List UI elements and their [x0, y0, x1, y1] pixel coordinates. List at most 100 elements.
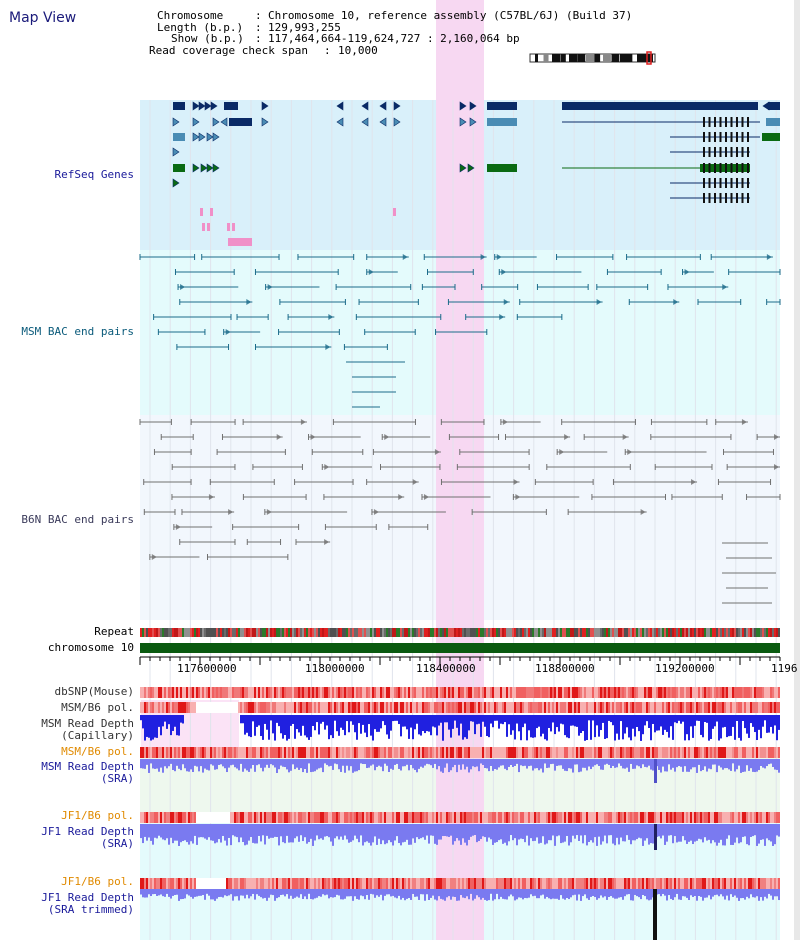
msm-capillary-depth-bar — [406, 715, 408, 730]
msm-pol-cell — [298, 702, 300, 713]
msm-pol-cell — [234, 702, 236, 713]
gene-exon — [229, 118, 252, 126]
jf1-pol-cell — [300, 812, 302, 823]
jf1-trimmed-depth-bar — [686, 889, 688, 898]
msm-pol2-cell — [350, 747, 352, 758]
track-label-b6n-bac[interactable]: B6N BAC end pairs — [21, 513, 134, 526]
msm-sra-depth-bar — [684, 759, 686, 767]
msm-capillary-depth-bar — [680, 715, 682, 724]
jf1-pol-cell — [304, 812, 306, 823]
dbsnp-cell — [536, 687, 538, 698]
msm-capillary-depth-bar — [770, 715, 772, 727]
dbsnp-cell — [292, 687, 294, 698]
repeat-element — [414, 628, 416, 637]
jf1-trimmed-depth-bar — [634, 889, 636, 895]
dbsnp-cell — [278, 687, 280, 698]
repeat-element — [356, 628, 358, 637]
repeat-element — [502, 628, 504, 637]
dbsnp-cell — [702, 687, 704, 698]
repeat-element — [370, 628, 372, 637]
msm-pol2-cell — [762, 747, 764, 758]
msm-capillary-depth-bar — [256, 715, 258, 727]
repeat-element — [204, 628, 206, 637]
jf1-pol2-cell — [460, 878, 462, 889]
jf1-pol-cell — [584, 812, 586, 823]
jf1-trimmed-depth-bar — [306, 889, 308, 900]
jf1-sra-depth-bar — [628, 824, 630, 840]
jf1-pol-cell — [708, 812, 710, 823]
jf1-pol2-cell — [482, 878, 484, 889]
msm-pol2-cell — [202, 747, 204, 758]
jf1-trimmed-depth-bar — [580, 889, 582, 901]
msm-pol2-cell — [758, 747, 760, 758]
jf1-trimmed-depth-bar — [402, 889, 404, 898]
msm-sra-depth-bar — [174, 759, 176, 772]
jf1-pol2-cell — [218, 878, 220, 889]
jf1-pol2-cell — [628, 878, 630, 889]
jf1-pol2-cell — [658, 878, 660, 889]
jf1-pol2-cell — [408, 878, 410, 889]
jf1-depth-line2: (SRA) — [100, 837, 134, 850]
repeat-element — [214, 628, 216, 637]
msm-pol-cell — [440, 702, 442, 713]
repeat-element — [558, 628, 560, 637]
jf1-sra-depth-bar — [246, 824, 248, 845]
msm-capillary-depth-bar — [604, 715, 606, 739]
jf1-trimmed-depth-bar — [290, 889, 292, 896]
jf1-pol2-cell — [732, 878, 734, 889]
jf1-pol2-cell — [742, 878, 744, 889]
jf1-trimmed-depth-bar — [206, 889, 208, 894]
jf1-pol-cell — [348, 812, 350, 823]
jf1-pol-cell — [372, 812, 374, 823]
repeat-element — [664, 628, 666, 637]
msm-pol2-cell — [704, 747, 706, 758]
msm-pol2-cell — [596, 747, 598, 758]
msm-pol-cell — [708, 702, 710, 713]
jf1-trimmed-depth-bar — [308, 889, 310, 894]
msm-pol2-cell — [266, 747, 268, 758]
gene-arrow — [361, 101, 369, 111]
msm-sra-depth-bar — [226, 759, 228, 773]
msm-pol-cell — [680, 702, 682, 713]
msm-pol2-cell — [340, 747, 342, 758]
repeat-element — [424, 628, 426, 637]
jf1-trimmed-depth-bar — [476, 889, 478, 896]
jf1-sra-depth-bar — [356, 824, 358, 839]
dbsnp-cell — [140, 687, 142, 698]
msm-pol2-cell — [616, 747, 618, 758]
gene-arrow — [204, 101, 212, 111]
jf1-sra-depth-bar — [270, 824, 272, 838]
msm-sra-depth-bar — [258, 759, 260, 765]
jf1-pol-cell — [654, 812, 656, 823]
msm-pol-cell — [722, 702, 724, 713]
jf1-pol-cell — [260, 812, 262, 823]
track-label-refseq[interactable]: RefSeq Genes — [54, 168, 134, 181]
msm-pol-cell — [196, 702, 198, 713]
gene-exon-tick — [719, 193, 722, 203]
jf1-pol-cell — [664, 812, 666, 823]
msm-pol2-cell — [474, 747, 476, 758]
msm-pol-cell — [466, 702, 468, 713]
dbsnp-cell — [488, 687, 490, 698]
msm-pol-cell — [284, 702, 286, 713]
msm-pol-cell — [460, 702, 462, 713]
scrollbar-track — [794, 0, 800, 940]
jf1-trimmed-depth-bar — [736, 889, 738, 898]
msm-capillary-depth-bar — [172, 715, 174, 731]
msm-pol-cell — [454, 702, 456, 713]
jf1-sra-depth-bar — [350, 824, 352, 842]
repeat-element — [490, 628, 492, 637]
track-label-msm-bac[interactable]: MSM BAC end pairs — [21, 325, 134, 338]
msm-pol-cell — [764, 702, 766, 713]
msm-pol-cell — [422, 702, 424, 713]
msm-capillary-depth-bar — [288, 715, 290, 739]
repeat-element — [376, 628, 378, 637]
jf1-trimmed-depth-bar — [396, 889, 398, 899]
repeat-element — [710, 628, 712, 637]
jf1-trimmed-depth-bar — [342, 889, 344, 900]
msm-sra-depth-bar — [624, 759, 626, 769]
msm-pol2-cell — [222, 747, 224, 758]
jf1-pol-cell — [362, 812, 364, 823]
msm-pol-cell — [444, 702, 446, 713]
